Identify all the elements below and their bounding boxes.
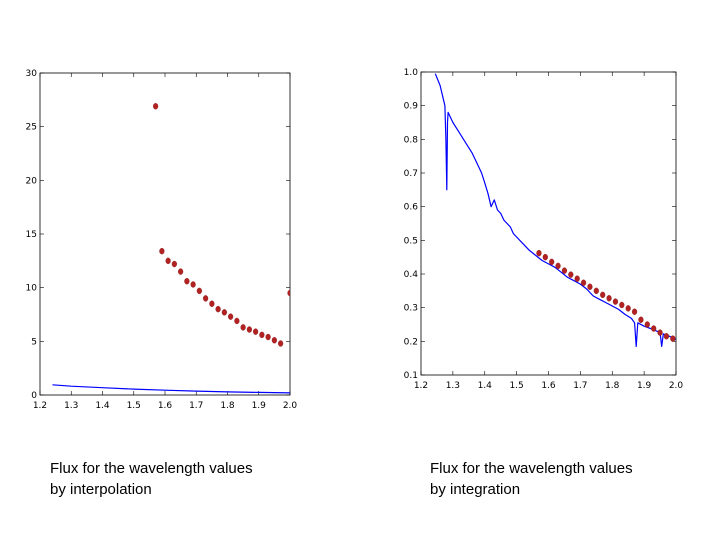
left-caption: Flux for the wavelength values by interp… — [50, 458, 350, 500]
y-tick-label: 0.1 — [404, 371, 418, 381]
y-tick-label: 0.3 — [404, 304, 418, 314]
x-tick-label: 1.4 — [95, 401, 110, 411]
plot-area — [52, 103, 290, 394]
data-point — [568, 271, 574, 278]
data-point — [240, 324, 246, 331]
data-point — [587, 283, 593, 290]
x-tick-label: 1.6 — [541, 381, 556, 391]
data-point — [644, 321, 650, 328]
data-point — [657, 329, 663, 336]
data-point — [555, 262, 561, 270]
series-line — [434, 73, 676, 347]
y-tick-label: 25 — [26, 123, 37, 133]
data-point — [670, 335, 676, 342]
y-tick-label: 30 — [26, 69, 38, 79]
data-point — [574, 275, 580, 282]
data-point — [184, 278, 190, 285]
data-point — [196, 287, 202, 295]
x-tick-label: 1.9 — [252, 401, 267, 411]
data-point — [593, 287, 599, 295]
data-point — [215, 305, 221, 313]
y-tick-label: 1.0 — [404, 68, 419, 78]
left-caption-line2: by interpolation — [50, 481, 152, 498]
y-tick-label: 0.6 — [404, 203, 419, 213]
interpolation-chart: 1.2 1.3 1.4 1.5 1.6 1.7 1.8 1.9 2.0 0 5 10 15 20 25 30 — [26, 69, 298, 411]
data-point — [549, 258, 555, 266]
data-point — [209, 300, 215, 307]
y-tick-label: 0.5 — [404, 236, 418, 246]
y-tick-label: 0.2 — [404, 337, 418, 347]
data-point — [606, 295, 612, 302]
y-tick-label: 10 — [26, 284, 38, 294]
data-point — [638, 316, 644, 323]
data-point — [625, 305, 631, 312]
data-point — [203, 295, 209, 302]
y-tick-label: 0.8 — [404, 135, 419, 145]
data-point — [190, 281, 196, 288]
x-tick-label: 1.2 — [33, 401, 47, 411]
y-tick-label: 0.7 — [404, 169, 418, 179]
data-point — [221, 309, 227, 316]
left-caption-line1: Flux for the wavelength values — [50, 460, 253, 477]
data-point — [265, 333, 271, 341]
plot-area — [434, 73, 676, 347]
x-tick-label: 1.6 — [158, 401, 173, 411]
data-point — [536, 249, 542, 257]
y-tick-label: 5 — [31, 337, 37, 347]
x-tick-label: 1.3 — [64, 401, 78, 411]
data-point — [580, 279, 587, 286]
series-line — [52, 384, 290, 394]
x-tick-label: 1.9 — [637, 381, 652, 391]
data-point — [600, 291, 606, 299]
x-tick-label: 1.8 — [605, 381, 620, 391]
x-tick-label: 1.5 — [127, 401, 141, 411]
y-tick-label: 0 — [31, 391, 37, 401]
data-point — [651, 325, 657, 332]
data-point — [259, 331, 265, 339]
data-point — [178, 268, 184, 275]
data-point — [159, 247, 165, 255]
x-tick-label: 1.3 — [446, 381, 460, 391]
data-point — [171, 260, 177, 268]
x-tick-label: 1.2 — [414, 381, 428, 391]
data-point — [246, 326, 252, 333]
x-tick-label: 1.7 — [189, 401, 203, 411]
x-tick-label: 1.5 — [509, 381, 523, 391]
data-point — [542, 253, 548, 261]
plot-frame — [39, 72, 291, 396]
plot-frame — [420, 71, 677, 376]
x-tick-label: 1.7 — [573, 381, 587, 391]
data-point — [271, 337, 277, 344]
x-tick-label: 2.0 — [669, 381, 684, 391]
y-tick-label: 0.4 — [404, 270, 419, 280]
right-caption-line2: by integration — [430, 481, 521, 498]
x-tick-label: 2.0 — [283, 401, 298, 411]
y-tick-label: 15 — [26, 230, 37, 240]
data-point — [234, 317, 240, 325]
right-caption-line1: Flux for the wavelength values — [430, 460, 633, 477]
data-point — [165, 257, 171, 265]
data-point — [631, 308, 638, 315]
integration-chart: 1.2 1.3 1.4 1.5 1.6 1.7 1.8 1.9 2.0 0.1 0.2 0.3 0.4 0… — [404, 68, 684, 391]
data-point — [278, 340, 284, 347]
data-point — [561, 267, 568, 274]
data-point — [253, 328, 259, 335]
data-point — [287, 289, 290, 297]
data-point — [228, 313, 234, 320]
data-point — [619, 301, 625, 309]
data-point — [612, 298, 619, 305]
data-point — [153, 103, 159, 110]
right-caption: Flux for the wavelength values by integr… — [430, 458, 710, 500]
y-tick-label: 0.9 — [404, 102, 419, 112]
x-tick-label: 1.8 — [220, 401, 235, 411]
data-point — [663, 333, 670, 340]
x-tick-label: 1.4 — [478, 381, 493, 391]
y-tick-label: 20 — [26, 176, 38, 186]
